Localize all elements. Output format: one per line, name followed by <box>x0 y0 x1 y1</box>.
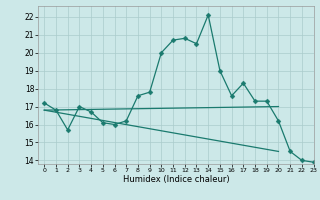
X-axis label: Humidex (Indice chaleur): Humidex (Indice chaleur) <box>123 175 229 184</box>
